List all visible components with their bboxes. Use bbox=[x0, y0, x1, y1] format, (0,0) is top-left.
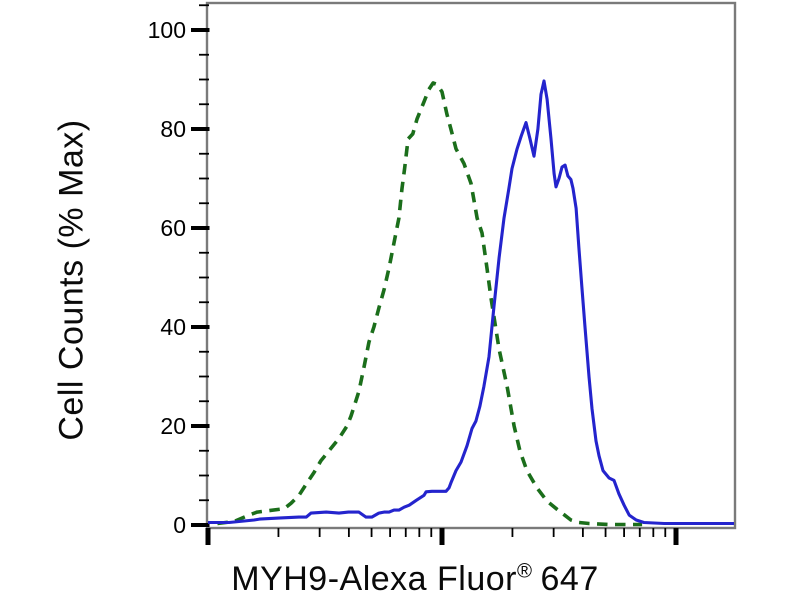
x-axis-title-text: MYH9-Alexa Fluor bbox=[231, 560, 517, 598]
y-tick-label: 60 bbox=[160, 215, 186, 241]
y-tick-label: 20 bbox=[160, 413, 186, 439]
y-axis-title-text: Cell Counts (% Max) bbox=[52, 119, 91, 441]
blue-solid-stained-curve bbox=[208, 79, 734, 526]
y-tick-label: 80 bbox=[160, 116, 186, 142]
y-tick-label: 0 bbox=[173, 512, 186, 538]
x-axis-title-number: 647 bbox=[540, 560, 599, 598]
green-dashed-control-curve bbox=[217, 81, 643, 527]
y-tick-label: 100 bbox=[148, 17, 186, 43]
y-tick-labels: 0 20 40 60 80 100 bbox=[148, 17, 186, 538]
y-tick-label: 40 bbox=[160, 314, 186, 340]
registered-trademark-symbol: ® bbox=[516, 560, 533, 583]
x-axis-title: MYH9-Alexa Fluor® 647 bbox=[231, 560, 599, 599]
y-axis-title: Cell Counts (% Max) bbox=[53, 119, 92, 440]
plot-frame bbox=[205, 1, 737, 530]
axis-ticks bbox=[191, 4, 679, 545]
